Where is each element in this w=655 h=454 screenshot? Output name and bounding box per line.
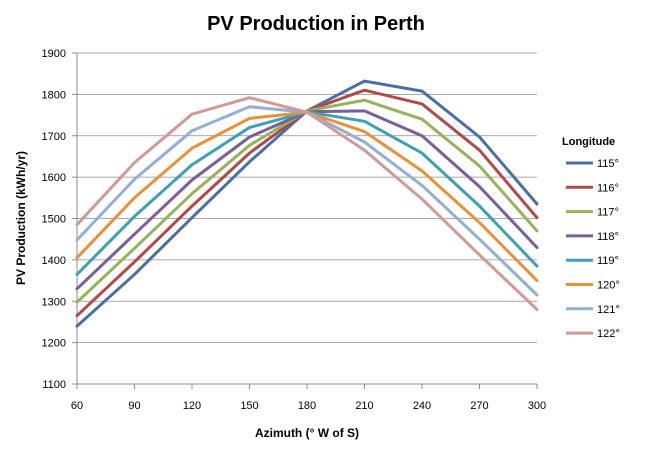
y-tick-label: 1600 [42, 172, 66, 184]
chart-title: PV Production in Perth [207, 13, 425, 35]
legend-label: 118° [597, 231, 619, 243]
legend-label: 117° [597, 207, 619, 219]
x-tick-label: 150 [240, 400, 258, 412]
axes [72, 52, 538, 389]
x-tick-label: 210 [355, 400, 373, 412]
legend-item: 116° [566, 182, 619, 194]
x-tick-label: 120 [183, 400, 201, 412]
legend-label: 120° [597, 280, 620, 292]
x-tick-label: 240 [413, 400, 431, 412]
legend-label: 121° [597, 304, 620, 316]
y-axis-title: PV Production (kWh/yr) [14, 151, 28, 285]
legend-item: 117° [566, 207, 619, 219]
legend: Longitude 115° 116° 117° 118° 119° 120° 121° 12… [562, 136, 620, 340]
x-tick-label: 60 [71, 400, 83, 412]
x-tick-label: 300 [528, 400, 546, 412]
y-tick-label: 1900 [42, 48, 66, 60]
legend-item: 120° [566, 280, 620, 292]
series-line-7 [75, 105, 539, 297]
x-tick-label: 270 [470, 400, 488, 412]
legend-label: 115° [597, 158, 619, 170]
tick-labels: 1100 1200 1300 1400 1500 1600 1700 1800 1900 60 90… [42, 48, 547, 412]
legend-label: 116° [597, 182, 619, 194]
series-line-2 [75, 88, 539, 318]
series-line-8 [75, 96, 539, 311]
x-tick-label: 90 [128, 400, 140, 412]
legend-item: 115° [566, 158, 619, 170]
y-tick-label: 1300 [42, 296, 66, 308]
legend-item: 122° [566, 328, 620, 340]
legend-item: 118° [566, 231, 619, 243]
series-line-1 [75, 79, 539, 328]
series-lines [75, 79, 539, 328]
x-axis-title: Azimuth (° W of S) [255, 426, 359, 440]
y-tick-label: 1500 [42, 214, 66, 226]
y-tick-label: 1700 [42, 131, 66, 143]
legend-label: 119° [597, 255, 619, 267]
legend-title: Longitude [562, 136, 615, 148]
legend-item: 119° [566, 255, 619, 267]
legend-item: 121° [566, 304, 620, 316]
x-tick-label: 180 [298, 400, 316, 412]
legend-label: 122° [597, 328, 620, 340]
y-tick-label: 1800 [42, 89, 66, 101]
y-tick-label: 1100 [42, 379, 66, 391]
gridlines [77, 52, 537, 344]
y-tick-label: 1400 [42, 255, 66, 267]
y-tick-label: 1200 [42, 338, 66, 350]
series-line-3 [75, 98, 539, 304]
